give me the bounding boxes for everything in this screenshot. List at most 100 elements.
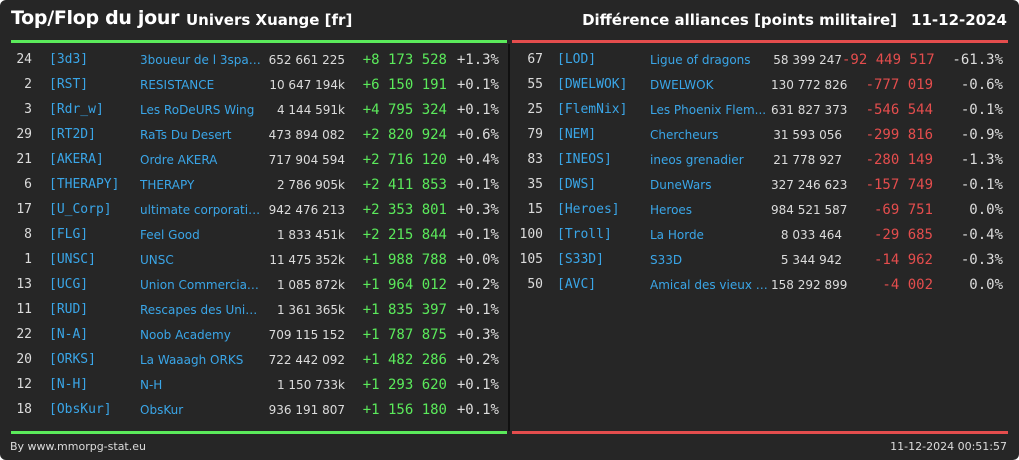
alliance-tag-link[interactable]: [3d3] xyxy=(49,52,89,67)
alliance-points-diff: +1 988 788 xyxy=(362,252,447,268)
alliance-percent-change: +1.3% xyxy=(456,52,499,68)
alliance-rank: 83 xyxy=(527,152,543,167)
alliance-points-diff: +4 795 324 xyxy=(362,102,447,118)
alliance-name-link[interactable]: Noob Academy xyxy=(140,328,231,342)
alliance-rank: 35 xyxy=(527,177,543,192)
table-row: 18 [ObsKur] ObsKur 936 191 807 +1 156 180 +0.… xyxy=(0,397,508,422)
alliance-name-link[interactable]: Rescapes des Univ... xyxy=(140,303,262,317)
alliance-tag-link[interactable]: [DWELWOK] xyxy=(557,77,628,92)
alliance-tag-link[interactable]: [UNSC] xyxy=(49,252,96,267)
alliance-percent-change: -0.1% xyxy=(960,102,1003,118)
alliance-name-link[interactable]: DuneWars xyxy=(650,178,712,192)
table-row: 2 [RST] RESISTANCE 10 647 194k +6 150 191 +0.… xyxy=(0,72,508,97)
alliance-percent-change: +0.3% xyxy=(456,327,499,343)
alliance-tag-link[interactable]: [FLG] xyxy=(49,227,89,242)
page-title: Top/Flop du jour xyxy=(11,7,180,29)
alliance-percent-change: 0.0% xyxy=(969,202,1003,218)
alliance-points-diff: -92 449 517 xyxy=(842,52,935,68)
alliance-total-points: 31 593 056 xyxy=(773,128,842,142)
table-row: 20 [ORKS] La Waaagh ORKS 722 442 092 +1 482 … xyxy=(0,347,508,372)
alliance-tag-link[interactable]: [DWS] xyxy=(557,177,597,192)
alliance-name-link[interactable]: Chercheurs xyxy=(650,128,719,142)
alliance-name-link[interactable]: ObsKur xyxy=(140,403,184,417)
alliance-tag-link[interactable]: [NEM] xyxy=(557,127,597,142)
alliance-points-diff: +6 150 191 xyxy=(362,77,447,93)
alliance-percent-change: +0.3% xyxy=(456,202,499,218)
alliance-name-link[interactable]: Heroes xyxy=(650,203,693,217)
alliance-tag-link[interactable]: [Rdr_w] xyxy=(49,102,104,117)
alliance-points-diff: +1 482 286 xyxy=(362,352,447,368)
alliance-tag-link[interactable]: [INEOS] xyxy=(557,152,612,167)
table-row: 24 [3d3] 3boueur de l 3space 652 661 225 +8 … xyxy=(0,47,508,72)
alliance-rank: 3 xyxy=(24,102,32,117)
flop-section-bar xyxy=(512,40,1008,43)
table-row: 29 [RT2D] RaTs Du Desert 473 894 082 +2 820 … xyxy=(0,122,508,147)
table-row: 8 [FLG] Feel Good 1 833 451k +2 215 844 +0.1% xyxy=(0,222,508,247)
alliance-tag-link[interactable]: [N-A] xyxy=(49,327,89,342)
alliance-rank: 21 xyxy=(16,152,32,167)
alliance-percent-change: +0.2% xyxy=(456,277,499,293)
alliance-percent-change: +0.1% xyxy=(456,77,499,93)
alliance-name-link[interactable]: La Waaagh ORKS xyxy=(140,353,244,367)
alliance-tag-link[interactable]: [N-H] xyxy=(49,377,89,392)
table-row: 83 [INEOS] ineos grenadier 21 778 927 -280 1… xyxy=(0,147,1019,172)
alliance-rank: 20 xyxy=(16,352,32,367)
alliance-tag-link[interactable]: [RUD] xyxy=(49,302,89,317)
site-credit: By www.mmorpg-stat.eu xyxy=(10,440,146,453)
alliance-percent-change: +0.4% xyxy=(456,152,499,168)
alliance-points-diff: +2 215 844 xyxy=(362,227,447,243)
alliance-percent-change: -0.9% xyxy=(960,127,1003,143)
header-right: Différence alliances [points militaire] 1… xyxy=(582,11,1007,29)
alliance-rank: 79 xyxy=(527,127,543,142)
alliance-points-diff: +2 820 924 xyxy=(362,127,447,143)
alliance-percent-change: -0.1% xyxy=(960,177,1003,193)
top-section-bar xyxy=(11,40,507,43)
alliance-tag-link[interactable]: [ORKS] xyxy=(49,352,96,367)
alliance-name-link[interactable]: N-H xyxy=(140,378,163,392)
alliance-tag-link[interactable]: [Heroes] xyxy=(557,202,620,217)
alliance-rank: 11 xyxy=(16,302,32,317)
alliance-tag-link[interactable]: [RST] xyxy=(49,77,89,92)
alliance-rank: 2 xyxy=(24,77,32,92)
alliance-rank: 17 xyxy=(16,202,32,217)
alliance-tag-link[interactable]: [RT2D] xyxy=(49,127,96,142)
alliance-name-link[interactable]: DWELWOK xyxy=(650,78,714,92)
alliance-tag-link[interactable]: [FlemNix] xyxy=(557,102,628,117)
alliance-points-diff: -29 685 xyxy=(873,227,933,243)
table-row: 100 [Troll] La Horde 8 033 464 -29 685 -0.4% xyxy=(0,222,1019,247)
alliance-name-link[interactable]: Les Phoenix Flem... xyxy=(650,103,767,117)
alliance-tag-link[interactable]: [UCG] xyxy=(49,277,89,292)
universe-subtitle: Univers Xuange [fr] xyxy=(186,11,353,29)
alliance-total-points: 5 344 942 xyxy=(780,253,842,267)
alliance-name-link[interactable]: Ligue of dragons xyxy=(650,53,751,67)
alliance-points-diff: -157 749 xyxy=(865,177,933,193)
alliance-tag-link[interactable]: [Troll] xyxy=(557,227,612,242)
alliance-rank: 15 xyxy=(527,202,543,217)
header-date: 11-12-2024 xyxy=(911,11,1007,29)
alliance-points-diff: -299 816 xyxy=(865,127,933,143)
table-row: 105 [S33D] S33D 5 344 942 -14 962 -0.3% xyxy=(0,247,1019,272)
alliance-name-link[interactable]: S33D xyxy=(650,253,683,267)
alliance-name-link[interactable]: La Horde xyxy=(650,228,704,242)
alliance-tag-link[interactable]: [AKERA] xyxy=(49,152,104,167)
alliance-total-points: 631 827 373 xyxy=(771,103,848,117)
alliance-tag-link[interactable]: [U_Corp] xyxy=(49,202,112,217)
alliance-rank: 8 xyxy=(24,227,32,242)
alliance-name-link[interactable]: ineos grenadier xyxy=(650,153,744,167)
alliance-rank: 22 xyxy=(16,327,32,342)
alliance-tag-link[interactable]: [ObsKur] xyxy=(49,402,112,417)
table-row: 35 [DWS] DuneWars 327 246 623 -157 749 -0.1% xyxy=(0,172,1019,197)
alliance-points-diff: +2 353 801 xyxy=(362,202,447,218)
alliance-total-points: 1 150 733k xyxy=(276,378,345,392)
alliance-tag-link[interactable]: [AVC] xyxy=(557,277,597,292)
alliance-percent-change: +0.1% xyxy=(456,177,499,193)
alliance-points-diff: +2 411 853 xyxy=(362,177,447,193)
alliance-total-points: 158 292 899 xyxy=(771,278,848,292)
alliance-tag-link[interactable]: [S33D] xyxy=(557,252,604,267)
alliance-tag-link[interactable]: [THERAPY] xyxy=(49,177,120,192)
alliance-total-points: 717 904 594 xyxy=(268,153,345,167)
table-row: 79 [NEM] Chercheurs 31 593 056 -299 816 -0.9% xyxy=(0,122,1019,147)
alliance-name-link[interactable]: Amical des vieux co... xyxy=(650,278,771,292)
table-row: 12 [N-H] N-H 1 150 733k +1 293 620 +0.1% xyxy=(0,372,508,397)
alliance-tag-link[interactable]: [LOD] xyxy=(557,52,597,67)
